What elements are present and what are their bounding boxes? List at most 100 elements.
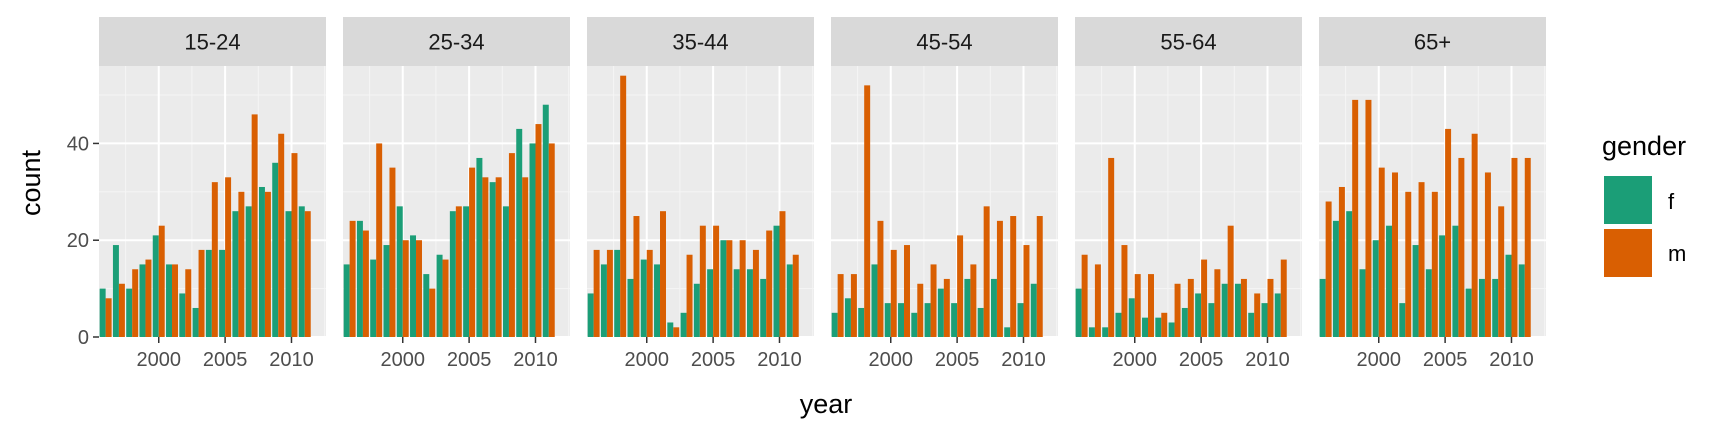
x-tick-label: 2005 [1179, 349, 1224, 371]
bar-f-2008 [990, 278, 997, 337]
bar-m-2001 [1148, 274, 1154, 337]
bar-f-2007 [977, 307, 984, 337]
panel-strip-label: 15-24 [184, 30, 240, 55]
bar-f-1997 [112, 245, 119, 337]
bar-m-2000 [1134, 274, 1141, 337]
panel-strip [587, 17, 814, 66]
bar-f-2000 [1372, 240, 1379, 337]
x-tick-label: 2010 [513, 349, 558, 371]
panel-15-24: 15-24 2000 2005 2010 [99, 17, 326, 371]
bar-f-2011 [1274, 293, 1281, 337]
panel-strip [1319, 17, 1546, 66]
bar-f-1996 [1319, 278, 1326, 337]
bar-f-2007 [733, 269, 740, 337]
bar-f-2000 [1128, 298, 1135, 337]
bar-f-2011 [786, 264, 793, 337]
bar-m-2002 [673, 327, 680, 337]
bar-f-1997 [844, 298, 851, 337]
y-tick-label: 40 [67, 133, 89, 155]
bar-m-2002 [185, 269, 192, 337]
bar-f-2004 [1425, 269, 1432, 337]
panel-strip-label: 45-54 [916, 30, 972, 55]
bar-f-2003 [924, 303, 931, 337]
bar-f-1996 [831, 312, 838, 337]
bar-f-1996 [99, 288, 106, 337]
bar-m-2007 [1227, 225, 1234, 337]
bar-f-1999 [139, 264, 146, 337]
bar-f-2002 [667, 322, 674, 337]
bar-m-2003 [686, 254, 693, 337]
bar-m-2004 [1187, 278, 1194, 337]
bar-f-2008 [746, 269, 753, 337]
bar-f-2010 [285, 211, 292, 337]
bar-f-2008 [502, 206, 509, 337]
bar-f-2009 [1248, 312, 1255, 337]
bar-m-2011 [1036, 216, 1043, 337]
y-tick-label: 0 [78, 327, 89, 349]
panel-strip-label: 35-44 [672, 30, 728, 55]
legend-label-m: m [1668, 241, 1686, 266]
panel-35-44: 35-44 2000 2005 2010 [587, 17, 814, 371]
bar-m-2005 [469, 167, 476, 337]
bar-m-2004 [211, 182, 218, 337]
panel-strip-label: 55-64 [1160, 30, 1216, 55]
bar-m-2007 [1471, 133, 1478, 337]
bar-f-2009 [516, 128, 523, 337]
legend-label-f: f [1668, 189, 1675, 214]
bar-m-2005 [713, 225, 720, 337]
panel-strip [831, 17, 1058, 66]
bar-f-2001 [410, 235, 417, 337]
bar-f-2008 [1234, 283, 1241, 337]
bar-m-2010 [535, 124, 542, 337]
bar-m-2011 [792, 254, 799, 337]
bar-m-2007 [739, 240, 746, 337]
bar-f-2006 [1452, 225, 1459, 337]
bar-m-2011 [1280, 259, 1287, 337]
bar-f-2005 [219, 249, 226, 337]
bar-m-2000 [890, 249, 897, 337]
bar-m-2002 [1161, 312, 1168, 337]
bar-f-1999 [1115, 312, 1122, 337]
x-axis-title: year [800, 389, 853, 419]
bar-m-2011 [304, 211, 311, 337]
bar-m-1999 [145, 259, 152, 337]
bar-m-2009 [278, 133, 285, 337]
bar-m-2002 [1405, 191, 1412, 337]
bar-f-1999 [383, 245, 390, 337]
bar-m-2001 [416, 240, 422, 337]
x-tick-label: 2010 [1001, 349, 1046, 371]
bar-m-1998 [132, 269, 139, 337]
bar-m-2008 [264, 191, 271, 337]
bar-f-2004 [449, 211, 456, 337]
bar-m-2003 [1174, 283, 1181, 337]
bar-f-2007 [1221, 283, 1228, 337]
legend-key-f [1604, 176, 1652, 224]
bar-f-2005 [1439, 235, 1446, 337]
bar-m-2011 [548, 143, 555, 337]
bar-m-2009 [1254, 293, 1261, 337]
bar-f-2004 [693, 283, 700, 337]
bar-f-1996 [343, 264, 350, 337]
bar-m-2007 [983, 206, 990, 337]
bar-f-2011 [1030, 283, 1037, 337]
y-tick-label: 20 [67, 230, 89, 252]
bar-f-2003 [436, 254, 443, 337]
bar-f-2007 [489, 182, 496, 337]
x-tick-label: 2010 [269, 349, 314, 371]
bar-m-2000 [402, 240, 409, 337]
bar-f-2011 [542, 104, 549, 337]
panel-strip-label: 65+ [1414, 30, 1451, 55]
bar-f-2005 [1195, 293, 1202, 337]
bar-m-2000 [158, 225, 165, 337]
bar-m-2002 [429, 288, 436, 337]
bar-f-2010 [1505, 254, 1512, 337]
bar-f-2004 [1181, 307, 1188, 337]
bar-f-2001 [898, 303, 905, 337]
bar-f-2004 [205, 249, 212, 337]
x-tick-label: 2005 [203, 349, 248, 371]
bar-m-2005 [1445, 128, 1452, 337]
bar-m-1997 [118, 283, 125, 337]
x-tick-label: 2000 [1112, 349, 1157, 371]
x-tick-label: 2010 [757, 349, 802, 371]
